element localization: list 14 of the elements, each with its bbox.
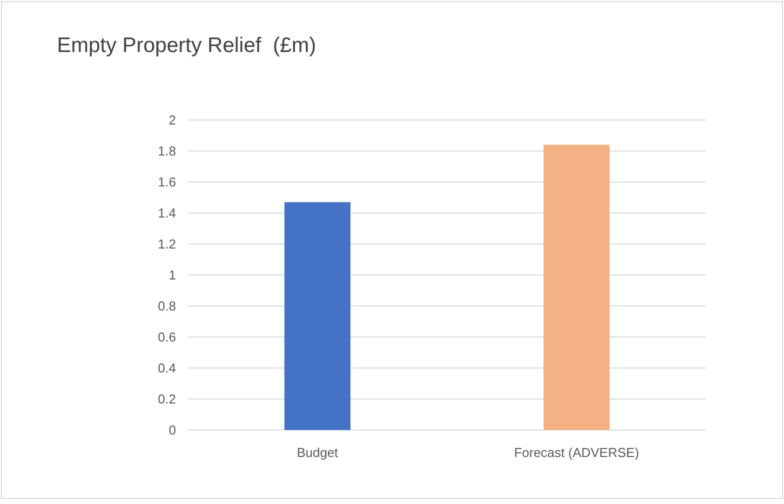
y-tick-label: 1 (168, 268, 176, 283)
y-tick-label: 1.4 (158, 206, 176, 221)
y-tick-label: 0 (168, 422, 176, 438)
y-tick-label: 1.6 (158, 174, 176, 190)
chart-title: Empty Property Relief (£m) (57, 34, 316, 57)
y-tick-label: 0.4 (158, 360, 176, 376)
y-tick-label: 2 (168, 112, 176, 128)
y-tick-label: 1.2 (158, 236, 176, 252)
y-tick-label: 0.2 (158, 392, 176, 407)
x-tick-label: Budget (296, 445, 338, 460)
y-tick-label: 0.6 (158, 330, 176, 345)
y-tick-label: 0.8 (158, 298, 176, 314)
x-tick-label: Forecast (ADVERSE) (514, 445, 640, 460)
y-tick-label: 1.8 (158, 144, 176, 159)
